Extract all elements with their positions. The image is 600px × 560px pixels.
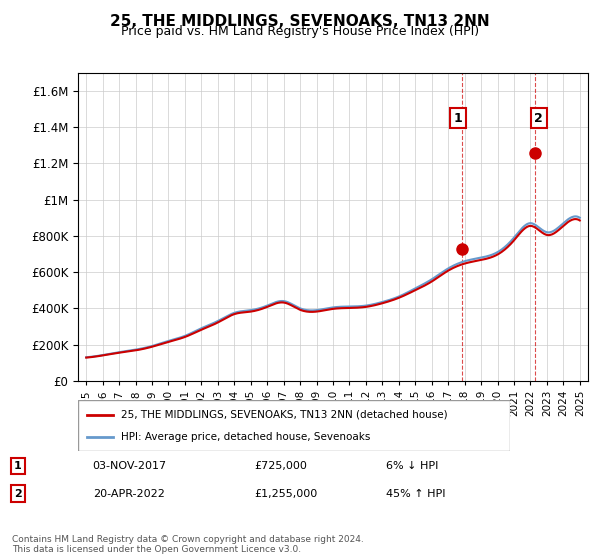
Text: 1: 1 <box>454 111 463 124</box>
Text: 03-NOV-2017: 03-NOV-2017 <box>92 461 167 471</box>
Text: £1,255,000: £1,255,000 <box>254 489 317 498</box>
Text: 2: 2 <box>14 489 22 498</box>
Text: 45% ↑ HPI: 45% ↑ HPI <box>386 489 446 498</box>
Text: £725,000: £725,000 <box>254 461 307 471</box>
Text: 2: 2 <box>534 111 543 124</box>
Text: Contains HM Land Registry data © Crown copyright and database right 2024.
This d: Contains HM Land Registry data © Crown c… <box>12 535 364 554</box>
Text: 20-APR-2022: 20-APR-2022 <box>92 489 164 498</box>
Text: 25, THE MIDDLINGS, SEVENOAKS, TN13 2NN: 25, THE MIDDLINGS, SEVENOAKS, TN13 2NN <box>110 14 490 29</box>
Text: 25, THE MIDDLINGS, SEVENOAKS, TN13 2NN (detached house): 25, THE MIDDLINGS, SEVENOAKS, TN13 2NN (… <box>121 409 448 419</box>
Text: 1: 1 <box>14 461 22 471</box>
Text: HPI: Average price, detached house, Sevenoaks: HPI: Average price, detached house, Seve… <box>121 432 371 442</box>
FancyBboxPatch shape <box>78 400 510 451</box>
Text: Price paid vs. HM Land Registry's House Price Index (HPI): Price paid vs. HM Land Registry's House … <box>121 25 479 38</box>
Text: 6% ↓ HPI: 6% ↓ HPI <box>386 461 439 471</box>
